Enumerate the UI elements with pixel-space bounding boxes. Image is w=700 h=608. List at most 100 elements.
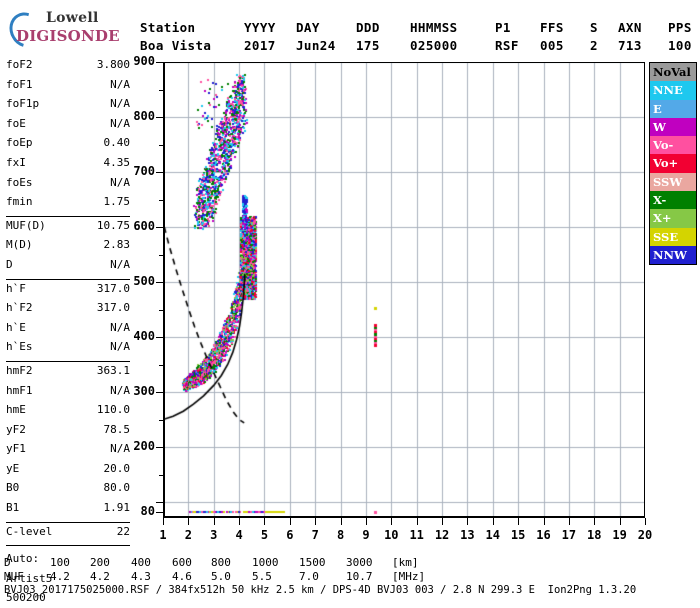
legend-item-e[interactable]: E bbox=[650, 99, 696, 118]
param-key: B1 bbox=[6, 501, 20, 515]
param-divider bbox=[6, 521, 130, 523]
header-value: 2 bbox=[590, 38, 598, 53]
param-value: N/A bbox=[110, 340, 130, 354]
legend-item-ssw[interactable]: SSW bbox=[650, 172, 696, 192]
param-row: B1 1.91 bbox=[6, 501, 134, 521]
param-row: hmF2 363.1 bbox=[6, 364, 134, 384]
footer-muf-value: 4.3 bbox=[131, 570, 151, 583]
param-value: N/A bbox=[110, 175, 130, 189]
x-axis-tick bbox=[492, 518, 494, 525]
x-axis-tick-label: 4 bbox=[235, 528, 243, 542]
x-axis-tick-label: 15 bbox=[510, 528, 526, 542]
legend-item-x-[interactable]: X+ bbox=[650, 209, 696, 228]
param-value: N/A bbox=[110, 116, 130, 130]
y-axis-minor-tick bbox=[159, 419, 163, 421]
param-value: 4.35 bbox=[103, 155, 131, 169]
x-axis-tick-label: 12 bbox=[434, 528, 450, 542]
ionogram-canvas[interactable] bbox=[163, 62, 645, 518]
x-axis-tick bbox=[442, 518, 444, 525]
param-row: B0 80.0 bbox=[6, 481, 134, 501]
param-key: fmin bbox=[6, 195, 33, 209]
param-divider bbox=[6, 360, 130, 362]
param-row: D N/A bbox=[6, 258, 134, 278]
y-axis-tick bbox=[156, 282, 163, 283]
polarization-legend[interactable]: NoVal NNE E W Vo- Vo+ SSW X- X+ SSE NNW bbox=[649, 62, 697, 266]
footer-source-line: BVJ03_2017175025000.RSF / 384fx512h 50 k… bbox=[4, 584, 637, 596]
param-key: yF2 bbox=[6, 422, 26, 436]
footer-muf-value: 5.0 bbox=[211, 570, 231, 583]
ionogram-plot-area[interactable] bbox=[163, 62, 645, 518]
param-value: N/A bbox=[110, 320, 130, 334]
footer-muf-value: 5.5 bbox=[252, 570, 272, 583]
param-key: foF1p bbox=[6, 97, 40, 111]
param-row: foE N/A bbox=[6, 117, 134, 137]
param-key: fxI bbox=[6, 155, 26, 169]
param-key: yE bbox=[6, 461, 20, 475]
logo-brand-bottom: DIGISONDE bbox=[16, 27, 120, 45]
header-label: DAY bbox=[296, 20, 320, 35]
station-header-labels: StationYYYYDAYDDDHHMMSSP1FFSSAXNPPSIGAPS bbox=[140, 20, 700, 38]
param-key: h`E bbox=[6, 320, 26, 334]
x-axis-tick bbox=[619, 518, 621, 525]
param-row: hmF1 N/A bbox=[6, 384, 134, 404]
y-axis-tick bbox=[156, 337, 163, 338]
footer-distance-row: D 100 200 400 600 800 1000 1500 3000 [km] bbox=[4, 556, 700, 570]
y-axis-tick bbox=[156, 502, 163, 503]
y-axis-tick-label: 400 bbox=[133, 329, 155, 343]
x-axis-tick-label: 8 bbox=[336, 528, 345, 542]
param-value: 1.91 bbox=[103, 501, 131, 515]
y-axis-tick bbox=[156, 117, 163, 118]
param-key: h`F2 bbox=[6, 301, 33, 315]
param-key: M(D) bbox=[6, 238, 33, 252]
header-value: 175 bbox=[356, 38, 380, 53]
param-key: hmE bbox=[6, 403, 26, 417]
param-value: 20.0 bbox=[103, 461, 131, 475]
x-axis-tick bbox=[365, 518, 367, 525]
footer-distance-value: 200 bbox=[90, 556, 110, 569]
x-axis-tick bbox=[188, 518, 190, 525]
legend-item-nnw[interactable]: NNW bbox=[650, 245, 696, 265]
param-row: foF1p N/A bbox=[6, 97, 134, 117]
param-key: B0 bbox=[6, 481, 20, 495]
legend-item-vo-[interactable]: Vo- bbox=[650, 136, 696, 155]
param-value: 2.83 bbox=[103, 238, 131, 252]
param-value: 317.0 bbox=[96, 281, 130, 295]
x-axis-tick bbox=[518, 518, 520, 525]
param-key: hmF2 bbox=[6, 363, 33, 377]
param-key: h`F bbox=[6, 281, 26, 295]
x-axis-tick-label: 10 bbox=[384, 528, 399, 542]
legend-item-vo-[interactable]: Vo+ bbox=[650, 154, 696, 173]
footer-distance-value: 1500 bbox=[299, 556, 326, 569]
footer-muf-unit: [MHz] bbox=[392, 570, 426, 583]
param-key: foF2 bbox=[6, 58, 33, 71]
y-axis-tick bbox=[156, 172, 163, 173]
header-label: S bbox=[590, 20, 598, 35]
param-row: fxI 4.35 bbox=[6, 156, 134, 176]
legend-item-w[interactable]: W bbox=[650, 117, 696, 137]
param-divider bbox=[6, 545, 130, 547]
header-label: HHMMSS bbox=[410, 20, 458, 35]
x-axis-tick-label: 11 bbox=[409, 528, 424, 542]
param-value: 363.1 bbox=[96, 363, 130, 377]
param-value: 3.800 bbox=[96, 58, 130, 71]
y-axis-tick-label: 800 bbox=[133, 109, 155, 123]
legend-item-nne[interactable]: NNE bbox=[650, 81, 696, 100]
footer-muf-value: 10.7 bbox=[346, 570, 373, 583]
x-axis-tick-label: 7 bbox=[311, 528, 319, 542]
x-axis-tick-label: 6 bbox=[286, 528, 294, 542]
legend-item-noval[interactable]: NoVal bbox=[650, 63, 696, 82]
x-axis-tick bbox=[289, 518, 291, 525]
param-value: 1.75 bbox=[103, 195, 131, 209]
footer-distance-unit: [km] bbox=[392, 556, 419, 569]
station-header-values: Boa Vista 2017 Jun24 175 025000 RSF 005 2 713 100… bbox=[140, 38, 700, 56]
param-value: 0.40 bbox=[103, 136, 131, 150]
legend-item-x-[interactable]: X- bbox=[650, 191, 696, 210]
param-value: 317.0 bbox=[96, 301, 130, 315]
station-header: StationYYYYDAYDDDHHMMSSP1FFSSAXNPPSIGAPS… bbox=[140, 20, 700, 56]
x-axis-tick-label: 14 bbox=[485, 528, 500, 542]
legend-item-sse[interactable]: SSE bbox=[650, 227, 696, 246]
param-key: C-level bbox=[6, 524, 53, 538]
header-value: 100 bbox=[668, 38, 692, 53]
param-value: 22 bbox=[116, 524, 130, 538]
x-axis-tick bbox=[594, 518, 596, 525]
